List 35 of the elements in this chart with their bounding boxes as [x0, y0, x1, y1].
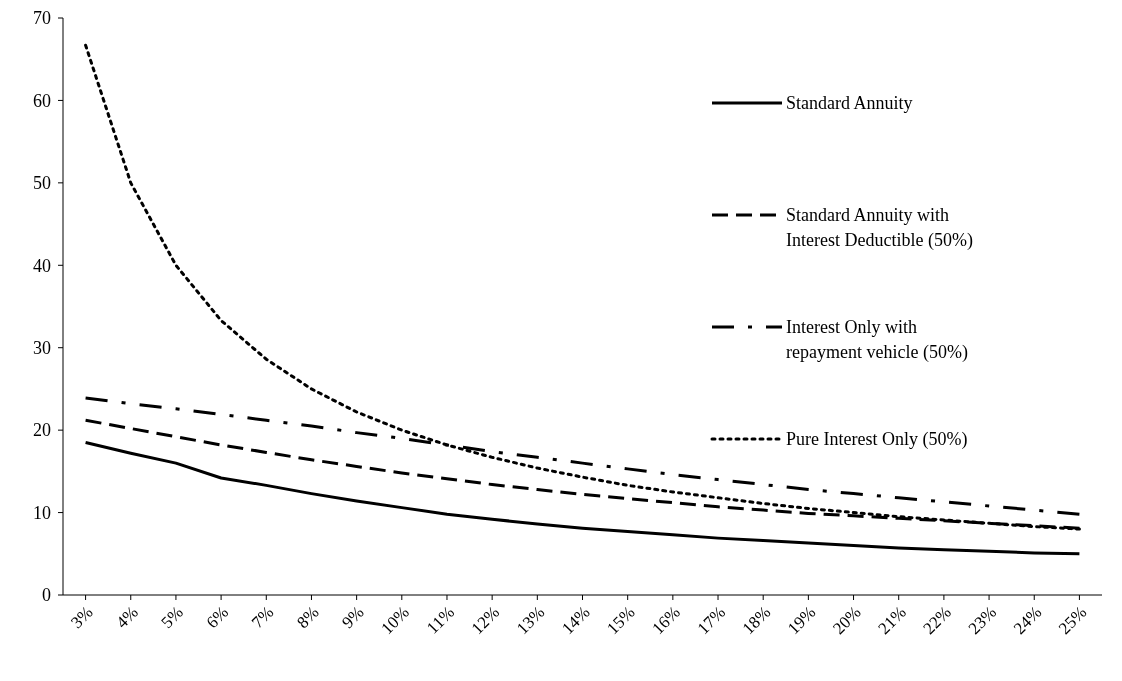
x-tick-label: 8% — [293, 602, 323, 633]
y-tick-label: 50 — [33, 173, 51, 194]
legend-label: Standard Annuity — [786, 93, 913, 114]
legend-label: Pure Interest Only (50%) — [786, 429, 968, 451]
x-tick-label: 18% — [738, 602, 775, 639]
x-tick-label: 12% — [467, 602, 504, 639]
x-tick-label: 4% — [112, 602, 142, 633]
x-tick-label: 6% — [202, 602, 233, 633]
y-tick-label: 40 — [33, 255, 51, 276]
y-tick-label: 70 — [33, 8, 51, 29]
x-tick-label: 9% — [338, 602, 368, 633]
y-tick-label: 0 — [42, 585, 51, 606]
x-tick-label: 3% — [67, 602, 97, 633]
y-tick-label: 30 — [33, 338, 51, 359]
x-tick-label: 22% — [919, 602, 955, 639]
x-tick-label: 10% — [377, 602, 413, 639]
legend-label: Standard Annuity with Interest Deductible (50%) — [786, 205, 973, 251]
x-tick-label: 7% — [247, 602, 278, 633]
x-tick-label: 19% — [783, 602, 820, 639]
x-tick-label: 24% — [1009, 602, 1046, 639]
x-tick-label: 14% — [558, 602, 594, 639]
y-tick-label: 10 — [33, 502, 51, 523]
x-tick-label: 13% — [512, 602, 549, 639]
x-tick-label: 20% — [829, 602, 865, 639]
y-tick-label: 20 — [33, 420, 51, 441]
legend-label: Interest Only with repayment vehicle (50%) — [786, 317, 968, 363]
x-tick-label: 23% — [964, 602, 1001, 639]
x-tick-label: 25% — [1054, 602, 1091, 639]
x-tick-label: 5% — [157, 602, 187, 633]
x-tick-label: 17% — [693, 602, 730, 639]
x-tick-label: 11% — [422, 602, 459, 638]
x-tick-label: 21% — [874, 602, 910, 639]
x-tick-label: 16% — [648, 602, 684, 639]
y-tick-label: 60 — [33, 90, 51, 111]
x-tick-label: 15% — [603, 602, 639, 639]
